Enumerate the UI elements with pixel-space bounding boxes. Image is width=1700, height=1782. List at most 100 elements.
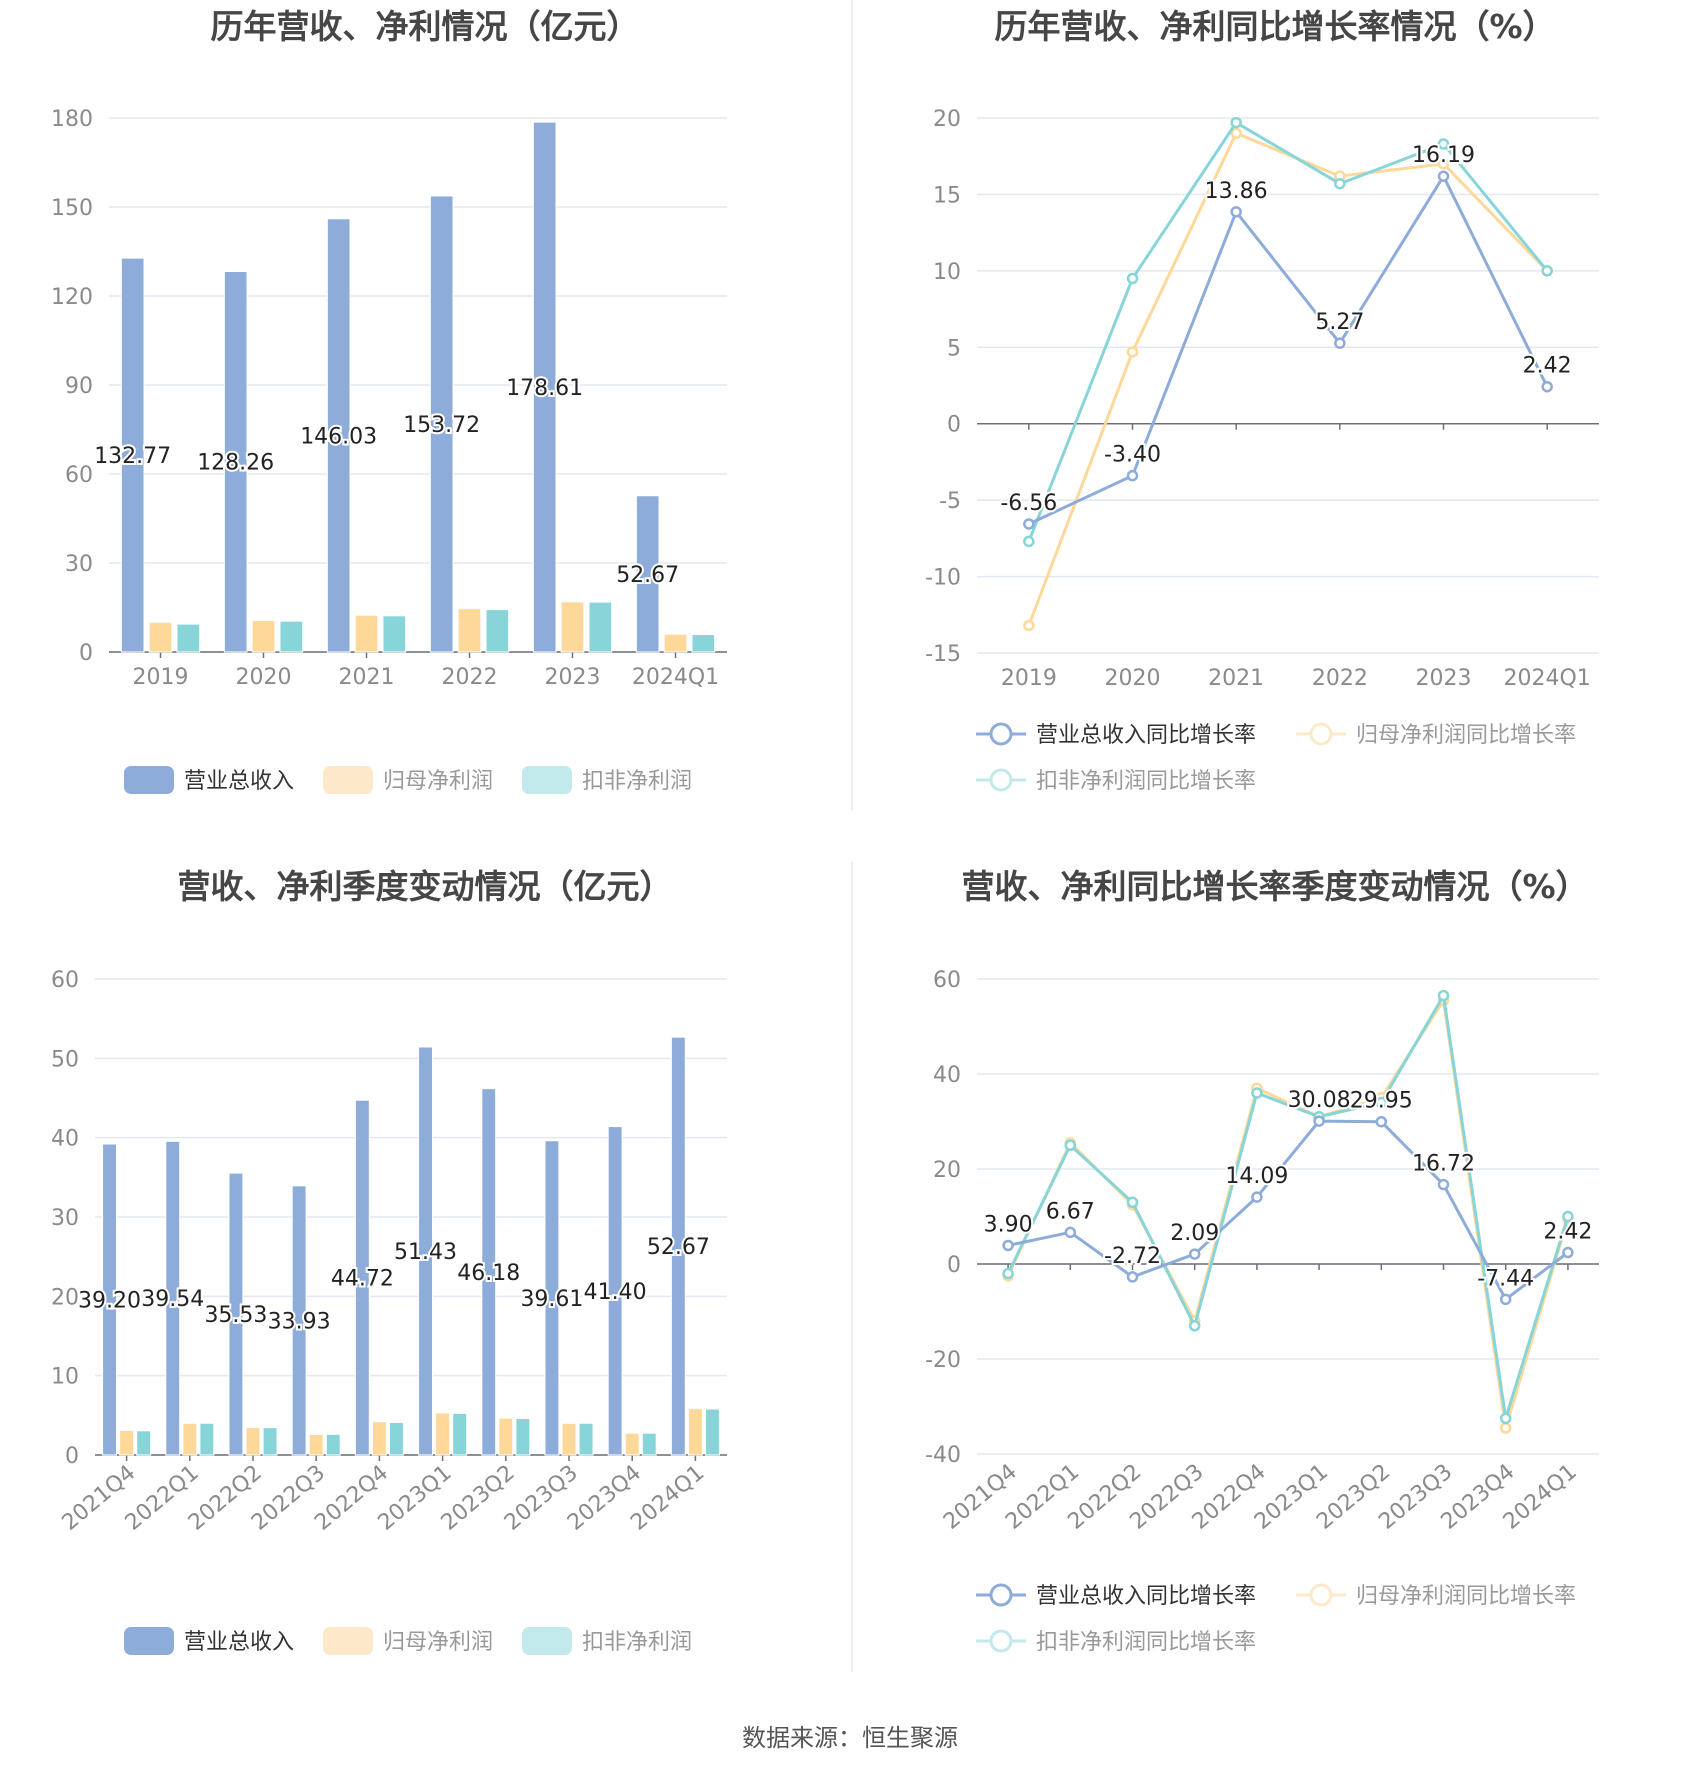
legend-circle-icon: [989, 1583, 1013, 1607]
data-point: [1437, 170, 1450, 182]
data-label: 52.67: [616, 563, 679, 588]
y-tick-label: 60: [933, 968, 961, 993]
x-tick-label: 2022: [442, 665, 498, 690]
y-tick-label: 20: [933, 107, 961, 132]
data-point: [1230, 206, 1242, 218]
data-label: 6.67: [1046, 1199, 1095, 1224]
legend-item-1[interactable]: 营业总收入同比增长率: [976, 722, 1256, 748]
bar-net-profit: [560, 601, 585, 653]
legend-item-1[interactable]: 营业总收入: [124, 766, 294, 794]
legend-label: 归母净利润: [383, 1630, 493, 1655]
bar-kf-net-profit: [691, 633, 716, 653]
x-tick-label: 2023: [1416, 666, 1472, 691]
data-point: [1499, 1293, 1512, 1306]
chart-1: 历年营收、净利情况（亿元） 0 30 60 90 120 150 180 2019 2020 202…: [51, 7, 727, 794]
bar-revenue: [429, 195, 454, 653]
bar-net-profit: [354, 614, 379, 653]
source-note: 数据来源：恒生聚源: [742, 1724, 958, 1752]
data-label: 14.09: [1225, 1164, 1288, 1189]
data-label: 39.54: [141, 1287, 204, 1312]
bar-kf-net-profit: [588, 601, 613, 653]
bar-net-profit: [251, 620, 276, 653]
legend-label: 归母净利润同比增长率: [1356, 1584, 1576, 1609]
bar-revenue: [418, 1046, 433, 1456]
bar-kf-net-profit: [136, 1430, 152, 1456]
chart-title: 历年营收、净利同比增长率情况（%）: [994, 7, 1555, 46]
y-tick-label: 60: [65, 463, 93, 488]
data-label: -3.40: [1104, 443, 1161, 468]
chart-3: 营收、净利季度变动情况（亿元）01020304050602021Q42022Q1…: [51, 867, 727, 1655]
legend-item-3[interactable]: 扣非净利润: [522, 766, 692, 794]
y-tick-label: 0: [79, 641, 93, 666]
data-label: -7.44: [1477, 1266, 1534, 1291]
legend-label: 营业总收入同比增长率: [1036, 723, 1256, 748]
legend-item-3[interactable]: 扣非净利润同比增长率: [976, 768, 1256, 794]
data-point: [1230, 127, 1242, 140]
data-point: [1313, 1115, 1325, 1127]
legend-item-2[interactable]: 归母净利润: [323, 766, 493, 794]
y-tick-label: 50: [51, 1047, 79, 1072]
y-tick-label: 90: [65, 374, 93, 399]
line-net-profit-growth: [1027, 131, 1549, 627]
data-label: 2.42: [1523, 354, 1572, 379]
legend-item-2[interactable]: 归母净利润同比增长率: [1296, 1583, 1576, 1609]
data-point: [1023, 518, 1035, 530]
bar-net-profit: [498, 1417, 514, 1456]
data-point: [1230, 116, 1242, 129]
bar-net-profit: [245, 1427, 261, 1456]
y-tick-label: 30: [51, 1206, 79, 1231]
bar-revenue: [102, 1143, 117, 1456]
legend-label: 营业总收入: [184, 1630, 294, 1655]
bar-kf-net-profit: [325, 1433, 341, 1456]
chart-title: 营收、净利同比增长率季度变动情况（%）: [961, 867, 1588, 906]
data-label: 35.53: [204, 1303, 267, 1328]
y-tick-label: 0: [947, 413, 961, 438]
x-tick-label: 2024Q1: [1504, 666, 1591, 691]
y-tick-label: 15: [933, 183, 961, 208]
bar-net-profit: [457, 608, 482, 653]
legend-label: 归母净利润: [383, 769, 493, 794]
data-label: 146.03: [300, 424, 377, 449]
legend-swatch: [124, 1627, 174, 1655]
y-tick-label: 40: [933, 1063, 961, 1088]
legend-circle-icon: [989, 722, 1013, 746]
legend-item-1[interactable]: 营业总收入同比增长率: [976, 1583, 1256, 1609]
legend-item-3[interactable]: 扣非净利润同比增长率: [976, 1629, 1256, 1655]
y-tick-label: 150: [51, 196, 93, 221]
data-point: [1562, 1210, 1574, 1223]
y-tick-label: 30: [65, 552, 93, 577]
chart-4: 营收、净利同比增长率季度变动情况（%）-40-2002040602021Q420…: [925, 867, 1599, 1655]
legend-item-2[interactable]: 归母净利润: [323, 1627, 493, 1655]
bar-revenue: [120, 257, 145, 653]
bar-kf-net-profit: [176, 623, 201, 653]
chart-title: 营收、净利季度变动情况（亿元）: [178, 867, 673, 906]
data-point: [1499, 1422, 1512, 1434]
legend-item-1[interactable]: 营业总收入: [124, 1627, 294, 1655]
data-point: [1375, 1096, 1388, 1109]
data-point: [1437, 989, 1450, 1002]
x-tick-label: 2023: [545, 665, 601, 690]
data-label: 29.95: [1350, 1089, 1413, 1114]
legend-circle-icon: [989, 768, 1013, 792]
bar-kf-net-profit: [641, 1432, 657, 1456]
y-tick-label: 10: [51, 1365, 79, 1390]
y-tick-label: 5: [947, 336, 961, 361]
data-label: 44.72: [331, 1267, 394, 1292]
data-point: [1334, 177, 1346, 190]
bar-revenue: [291, 1185, 307, 1456]
bar-revenue: [223, 270, 248, 653]
data-point: [1188, 1320, 1201, 1332]
data-point: [1126, 469, 1139, 482]
y-tick-label: 0: [65, 1444, 79, 1469]
data-label: 30.08: [1288, 1088, 1351, 1113]
y-tick-label: 180: [51, 107, 93, 132]
bar-kf-net-profit: [515, 1418, 531, 1456]
legend-item-2[interactable]: 归母净利润同比增长率: [1296, 722, 1576, 748]
legend-item-3[interactable]: 扣非净利润: [522, 1627, 692, 1655]
legend-swatch: [124, 766, 174, 794]
x-tick-label: 2022: [1312, 666, 1368, 691]
bar-revenue: [635, 495, 660, 653]
data-point: [1541, 380, 1553, 393]
data-point: [1064, 1226, 1077, 1239]
data-point: [1334, 337, 1346, 349]
